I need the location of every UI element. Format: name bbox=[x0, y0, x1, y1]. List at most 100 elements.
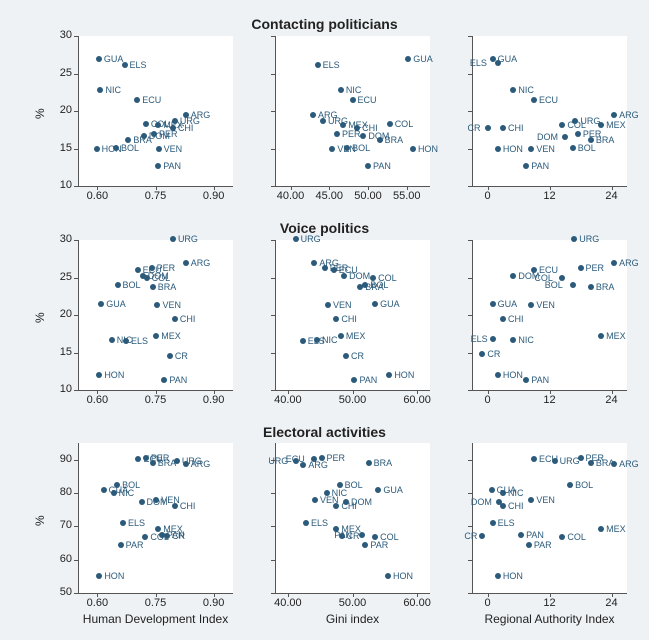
ytick-label: 60 bbox=[40, 553, 72, 565]
data-point bbox=[115, 282, 121, 288]
data-point bbox=[101, 487, 107, 493]
data-label: PAN bbox=[531, 375, 549, 385]
xtick-label: 24 bbox=[590, 597, 634, 609]
data-label: BOL bbox=[123, 280, 141, 290]
data-point bbox=[578, 265, 584, 271]
data-label: PER bbox=[342, 129, 361, 139]
data-point bbox=[350, 97, 356, 103]
data-label: HON bbox=[104, 370, 124, 380]
data-label: HON bbox=[102, 144, 122, 154]
xtick-label: 40.00 bbox=[266, 394, 310, 406]
data-label: ELS bbox=[471, 334, 488, 344]
data-point bbox=[351, 377, 357, 383]
scatter-grid: Contacting politicians%10152025300.600.7… bbox=[0, 0, 649, 640]
data-label: HON bbox=[393, 571, 413, 581]
x-axis-label: Gini index bbox=[265, 612, 440, 626]
data-label: GUA bbox=[104, 54, 124, 64]
data-label: DOM bbox=[471, 497, 492, 507]
data-label: BRA bbox=[374, 458, 393, 468]
data-point bbox=[360, 133, 366, 139]
data-label: ARG bbox=[308, 460, 328, 470]
data-point bbox=[153, 333, 159, 339]
data-point bbox=[134, 97, 140, 103]
data-point bbox=[531, 97, 537, 103]
xtick-label: 55.00 bbox=[385, 190, 429, 202]
data-label: CHI bbox=[341, 314, 357, 324]
data-point bbox=[562, 134, 568, 140]
ytick-label: 20 bbox=[40, 308, 72, 320]
data-label: NIC bbox=[518, 335, 534, 345]
data-point bbox=[489, 487, 495, 493]
data-point bbox=[552, 458, 558, 464]
x-axis-label: Human Development Index bbox=[68, 612, 243, 626]
data-point bbox=[490, 336, 496, 342]
ytick-label: 10 bbox=[40, 179, 72, 191]
xtick-label: 0 bbox=[466, 394, 510, 406]
xtick-label: 50.00 bbox=[346, 190, 390, 202]
data-point bbox=[528, 302, 534, 308]
data-point bbox=[510, 337, 516, 343]
data-label: MEX bbox=[346, 331, 366, 341]
data-label: PAN bbox=[163, 161, 181, 171]
xtick-label: 0 bbox=[466, 597, 510, 609]
data-label: VEN bbox=[536, 495, 555, 505]
data-label: ECU bbox=[358, 95, 377, 105]
data-label: VEN bbox=[536, 300, 555, 310]
data-label: GUA bbox=[383, 485, 403, 495]
data-point bbox=[570, 282, 576, 288]
data-label: GUA bbox=[106, 299, 126, 309]
data-label: HON bbox=[503, 571, 523, 581]
data-label: CHI bbox=[508, 501, 524, 511]
data-point bbox=[334, 131, 340, 137]
data-point bbox=[523, 163, 529, 169]
data-point bbox=[303, 520, 309, 526]
data-label: BRA bbox=[596, 282, 615, 292]
data-point bbox=[310, 112, 316, 118]
data-point bbox=[170, 236, 176, 242]
data-label: VEN bbox=[164, 144, 183, 154]
data-label: MEX bbox=[606, 120, 626, 130]
data-point bbox=[359, 532, 365, 538]
data-label: BRA bbox=[158, 458, 177, 468]
data-label: PAN bbox=[373, 161, 391, 171]
row-title: Contacting politicians bbox=[0, 16, 649, 32]
data-label: MEX bbox=[606, 331, 626, 341]
data-point bbox=[479, 351, 485, 357]
data-label: CHI bbox=[180, 501, 196, 511]
data-point bbox=[333, 503, 339, 509]
data-point bbox=[111, 490, 117, 496]
xtick-label: 50.00 bbox=[331, 394, 375, 406]
data-label: CR bbox=[468, 123, 481, 133]
data-point bbox=[526, 542, 532, 548]
data-point bbox=[325, 302, 331, 308]
data-label: CHI bbox=[508, 123, 524, 133]
data-label: ECU bbox=[539, 95, 558, 105]
data-label: URG bbox=[268, 456, 288, 466]
row-title: Voice politics bbox=[0, 220, 649, 236]
data-point bbox=[559, 534, 565, 540]
xtick-label: 60.00 bbox=[395, 394, 439, 406]
data-point bbox=[495, 60, 501, 66]
data-point bbox=[338, 87, 344, 93]
data-label: BRA bbox=[385, 135, 404, 145]
data-point bbox=[598, 333, 604, 339]
data-point bbox=[156, 146, 162, 152]
xtick-label: 60.00 bbox=[395, 597, 439, 609]
data-label: NIC bbox=[518, 85, 534, 95]
data-label: BOL bbox=[121, 143, 139, 153]
data-point bbox=[98, 301, 104, 307]
data-point bbox=[293, 236, 299, 242]
data-point bbox=[329, 146, 335, 152]
xtick-label: 12 bbox=[528, 190, 572, 202]
xtick-label: 24 bbox=[590, 190, 634, 202]
data-point bbox=[571, 236, 577, 242]
data-point bbox=[377, 137, 383, 143]
data-point bbox=[500, 490, 506, 496]
xtick-label: 0 bbox=[466, 190, 510, 202]
ytick-label: 15 bbox=[40, 346, 72, 358]
data-point bbox=[365, 163, 371, 169]
data-point bbox=[495, 573, 501, 579]
data-label: HON bbox=[104, 571, 124, 581]
data-label: GUA bbox=[380, 299, 400, 309]
data-point bbox=[150, 284, 156, 290]
